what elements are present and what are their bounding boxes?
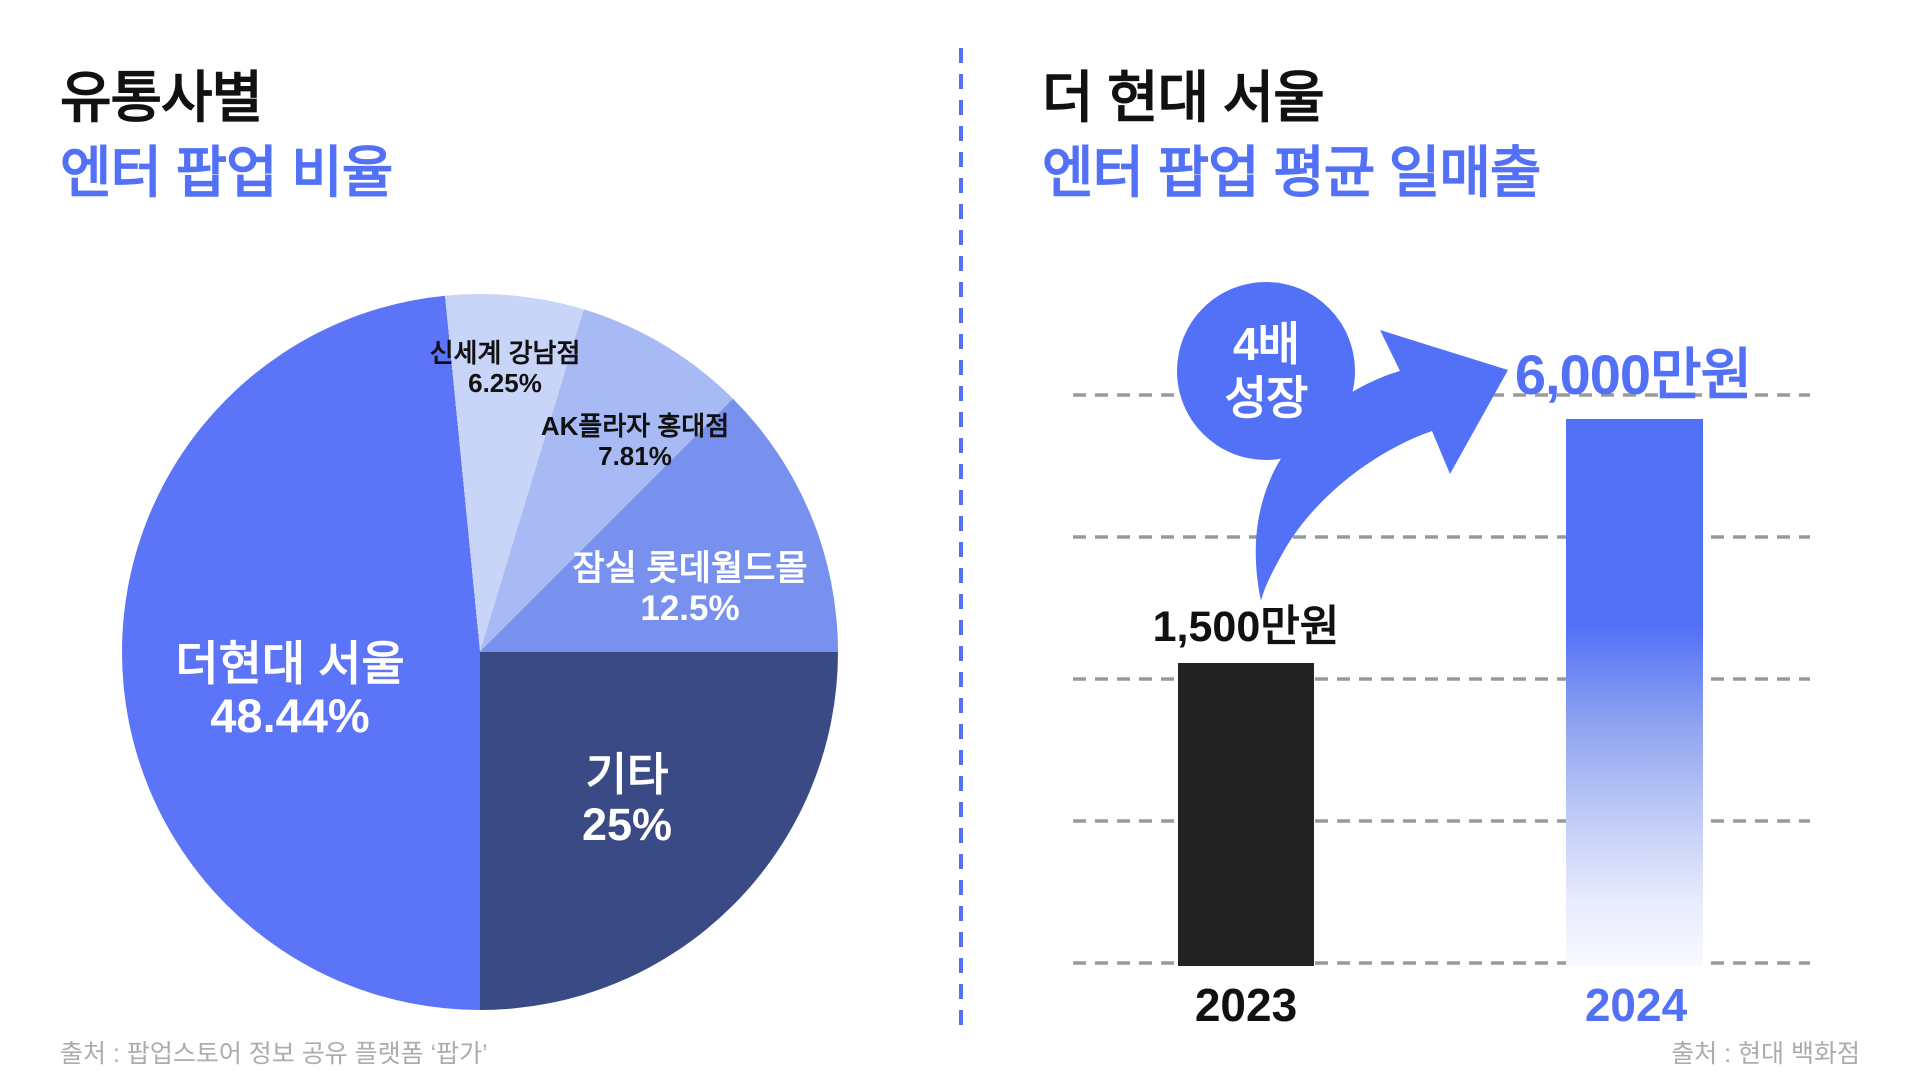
slice-name: 더현대 서울	[175, 637, 405, 690]
pie-label-gita: 기타 25%	[527, 750, 727, 850]
source-left: 출처 : 팝업스토어 정보 공유 플랫폼 ‘팝가’	[60, 1040, 488, 1068]
left-title-line2: 엔터 팝업 비율	[60, 141, 393, 204]
slice-name: 잠실 롯데월드몰	[572, 549, 808, 588]
bar-2024-value-label: 6,000만원	[1514, 343, 1752, 406]
left-panel-title: 유통사별 엔터 팝업 비율	[60, 60, 393, 210]
slice-percent: 7.81%	[598, 441, 672, 471]
bar-2023-value-label: 1,500만원	[1152, 603, 1340, 651]
slice-name: AK플라자 홍대점	[540, 411, 730, 441]
pie-label-hyundai-seoul: 더현대 서울 48.44%	[135, 638, 445, 742]
slice-percent: 25%	[581, 799, 673, 850]
right-title-line2: 엔터 팝업 평균 일매출	[1042, 141, 1541, 204]
x-axis-label-2024: 2024	[1584, 979, 1688, 1031]
pie-label-ak-plaza: AK플라자 홍대점 7.81%	[520, 411, 750, 471]
slice-name: 기타	[585, 749, 669, 800]
slice-percent: 12.5%	[640, 589, 740, 628]
slice-percent: 48.44%	[210, 689, 370, 742]
pie-label-shinsegae-gangnam: 신세계 강남점 6.25%	[400, 338, 610, 398]
pie-label-jamsil-lotteworld: 잠실 롯데월드몰 12.5%	[560, 549, 820, 629]
x-axis-label-2023: 2023	[1194, 979, 1298, 1031]
right-title-line1: 더 현대 서울	[1042, 66, 1325, 129]
growth-badge-line1: 4배	[1233, 318, 1300, 370]
slice-name: 신세계 강남점	[429, 338, 581, 368]
slice-percent: 6.25%	[468, 368, 542, 398]
growth-badge-line2: 성장	[1224, 372, 1309, 424]
bar-2023	[1178, 663, 1314, 966]
right-panel-title: 더 현대 서울 엔터 팝업 평균 일매출	[1042, 60, 1541, 210]
pie-chart	[122, 294, 838, 1010]
left-title-line1: 유통사별	[60, 66, 263, 129]
source-right: 출처 : 현대 백화점	[1671, 1040, 1860, 1068]
growth-badge: 4배 성장	[1177, 282, 1355, 460]
bar-2024	[1566, 419, 1703, 966]
